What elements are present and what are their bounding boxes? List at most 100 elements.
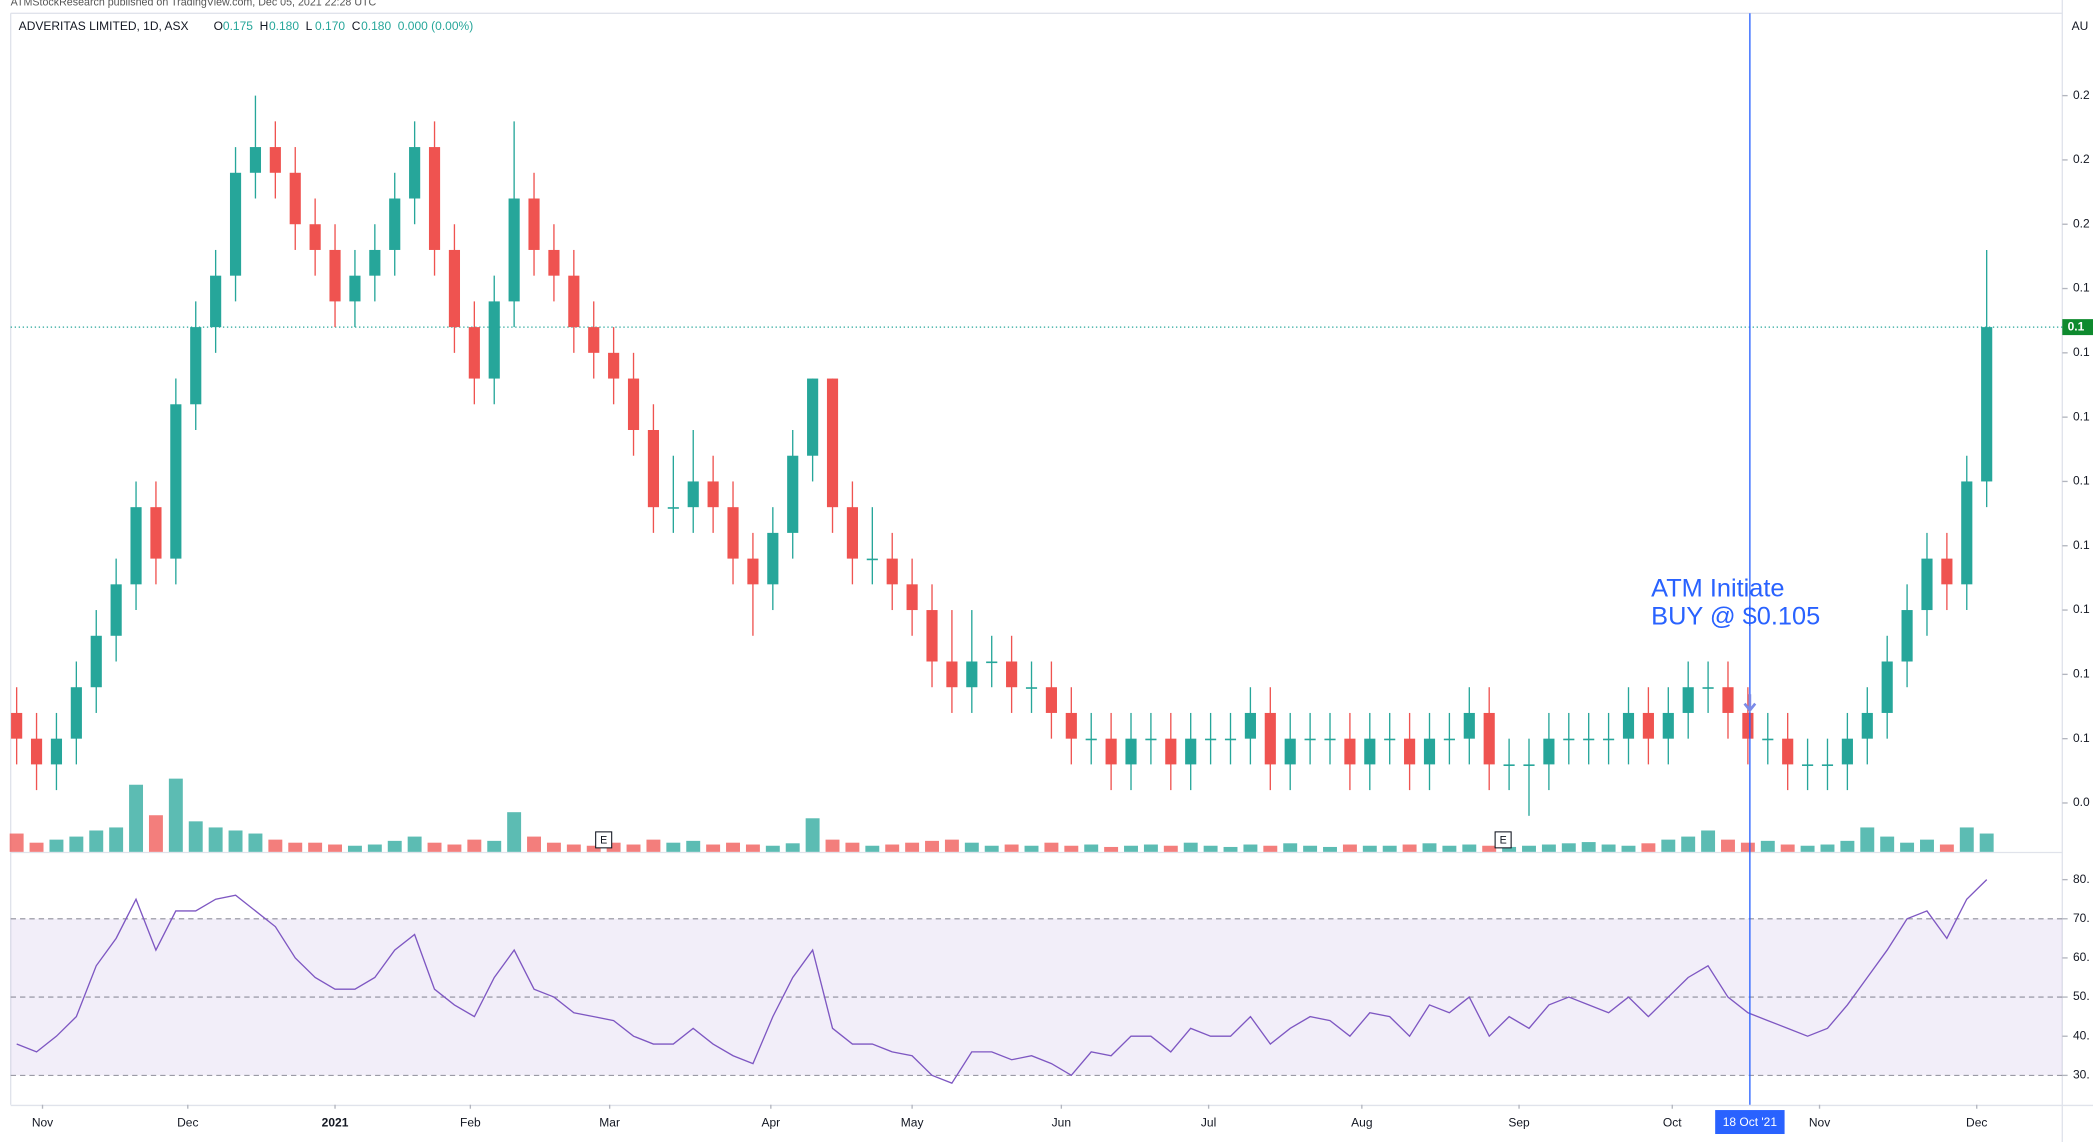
candle-body [1404, 738, 1416, 765]
candle-body [548, 249, 560, 276]
candle-body [1065, 712, 1077, 739]
volume-bar [168, 778, 183, 852]
candle-body [1543, 738, 1555, 765]
volume-bar [1541, 844, 1556, 852]
candle-body [1782, 738, 1794, 765]
volume-bar [1124, 845, 1138, 852]
volume-bar [626, 844, 641, 852]
candle-body [1662, 712, 1674, 739]
volume-bar [1740, 842, 1755, 852]
candle-body [1603, 738, 1615, 741]
volume-bar [785, 843, 800, 852]
ohlc-key: L [306, 19, 313, 33]
volume-bar [1760, 840, 1775, 852]
volume-bar [1223, 846, 1238, 852]
candle-body [986, 661, 998, 664]
volume-bar [1701, 830, 1716, 852]
x-tick-label: Apr [761, 1116, 780, 1130]
candle-body [1642, 712, 1654, 739]
candle-body [90, 635, 102, 688]
published-note: ATMStockResearch published on TradingVie… [11, 0, 377, 8]
candle-body [1961, 481, 1973, 585]
volume-bar [1621, 845, 1636, 852]
candle-body [807, 378, 819, 456]
volume-bar [944, 839, 959, 852]
rsi-tick-label: 70. [2073, 911, 2090, 925]
candle-body [130, 507, 142, 585]
candle-body [747, 558, 759, 585]
candle-body [1344, 738, 1356, 765]
rsi-line [16, 879, 1988, 1084]
x-tick-label: May [901, 1116, 924, 1130]
volume-bar [1323, 846, 1337, 852]
y-tick-label: 0.1 [2073, 731, 2090, 745]
cursor-box [1715, 1110, 1785, 1135]
volume-bar [148, 815, 163, 852]
candle-body [1901, 610, 1913, 662]
candle-body [349, 275, 361, 302]
candle-body [1165, 738, 1177, 765]
volume-bar [1064, 845, 1079, 852]
candle-body [309, 224, 321, 250]
ohlc-value: 0.180 [361, 19, 391, 33]
x-tick-label: Feb [460, 1116, 481, 1130]
volume-bar [1920, 839, 1934, 852]
volume-bar [745, 844, 760, 852]
candle-body [787, 455, 799, 533]
candle-body [448, 249, 461, 328]
volume-bar [407, 836, 422, 852]
candle-body [568, 275, 580, 328]
candle-body [1762, 738, 1774, 741]
volume-bar [1601, 844, 1616, 852]
candle-body [229, 172, 242, 276]
candle-body [1702, 687, 1714, 689]
volume-bar [1581, 842, 1596, 852]
ohlc-value: 0.175 [223, 19, 253, 33]
candle-body [1722, 687, 1734, 713]
annotation-arrow [1743, 694, 1757, 713]
volume-bar [1084, 844, 1099, 852]
candle-body [1224, 738, 1237, 741]
candle-body [428, 147, 441, 250]
candle-body [1364, 738, 1376, 765]
volume-bar [129, 784, 144, 852]
candle-body [1264, 712, 1276, 765]
candle-body [886, 558, 898, 585]
candle-body [906, 584, 918, 611]
candle-body [1841, 738, 1853, 765]
volume-bar [925, 840, 939, 852]
volume-bar [1780, 844, 1795, 852]
last-price-label: 0.1 [2068, 319, 2085, 333]
volume-bar [1303, 845, 1318, 852]
candle-body [1145, 738, 1157, 741]
volume-bar [1721, 839, 1735, 852]
candle-body [647, 430, 659, 508]
y-tick-label: 0.1 [2073, 538, 2090, 552]
candle-body [1205, 738, 1217, 741]
candle-body [1185, 738, 1197, 765]
volume-bar [1502, 846, 1517, 852]
volume-bar [49, 839, 64, 852]
volume-bar [1442, 845, 1457, 852]
volume-bar [1561, 843, 1576, 852]
candle-body [1483, 712, 1495, 765]
candle-body [1921, 558, 1933, 611]
candle-body [687, 481, 699, 508]
candle-body [329, 249, 341, 302]
x-tick-label: Dec [1966, 1116, 1987, 1130]
candle-body [826, 378, 839, 508]
candle-body [170, 404, 182, 559]
candle-body [1443, 738, 1455, 741]
volume-bar [228, 830, 243, 852]
volume-bar [248, 833, 263, 852]
ohlc-value: 0.000 (0.00%) [398, 19, 473, 33]
y-tick-label: 0.2 [2073, 152, 2090, 166]
candle-body [1006, 661, 1018, 688]
volume-bar [1880, 836, 1895, 852]
volume-bar [726, 842, 740, 852]
x-tick-label: Jun [1052, 1116, 1071, 1130]
y-tick-label: 0.2 [2073, 216, 2090, 230]
candle-body [1802, 764, 1814, 766]
